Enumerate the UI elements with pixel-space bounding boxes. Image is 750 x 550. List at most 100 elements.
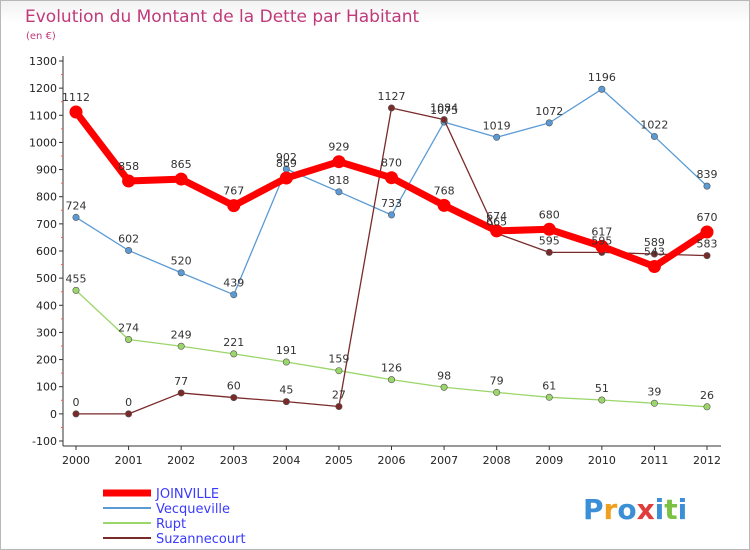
data-label-vecqueville: 724 [66,199,87,212]
data-point-rupt [598,396,606,404]
y-tick-label: 300 [36,326,57,339]
series-layer [69,85,714,418]
data-point-rupt [703,403,711,411]
x-tick-label: 2003 [220,454,248,467]
data-point-joinville [122,174,136,188]
data-point-vecqueville [650,132,658,140]
data-point-rupt [545,393,553,401]
data-label-suzannecourt: 77 [174,375,188,388]
data-point-rupt [72,286,80,294]
data-point-joinville [227,199,241,213]
data-point-suzannecourt [545,248,553,256]
data-point-vecqueville [72,213,80,221]
data-point-vecqueville [493,133,501,141]
logo-letter: i [655,493,665,526]
data-point-suzannecourt [703,252,711,260]
data-label-vecqueville: 902 [276,151,297,164]
data-label-suzannecourt: 595 [539,234,560,247]
data-point-suzannecourt [387,104,395,112]
data-label-suzannecourt: 1084 [430,102,458,115]
data-point-joinville [69,105,83,119]
x-tick-label: 2004 [272,454,300,467]
data-label-rupt: 61 [542,379,556,392]
x-tick-label: 2009 [535,454,563,467]
data-point-suzannecourt [72,410,80,418]
data-label-vecqueville: 439 [223,277,244,290]
data-label-joinville: 680 [539,208,560,221]
data-label-joinville: 870 [381,157,402,170]
data-point-vecqueville [545,119,553,127]
logo-letter: t [664,493,677,526]
data-point-vecqueville [177,269,185,277]
data-point-joinville [437,198,451,212]
data-label-rupt: 455 [66,272,87,285]
data-label-vecqueville: 733 [381,197,402,210]
data-point-rupt [493,388,501,396]
x-tick-label: 2012 [693,454,721,467]
logo-letter: i [678,493,688,526]
data-label-suzannecourt: 60 [227,380,241,393]
y-tick-label: 900 [36,164,57,177]
data-label-suzannecourt: 27 [332,389,346,402]
legend-label-joinville: JOINVILLE [155,487,219,502]
data-point-rupt [387,376,395,384]
data-label-joinville: 929 [328,141,349,154]
x-tick-label: 2008 [483,454,511,467]
data-label-vecqueville: 1072 [535,105,563,118]
data-point-vecqueville [703,182,711,190]
data-point-suzannecourt [177,389,185,397]
y-tick-label: 0 [50,408,57,421]
data-label-joinville: 869 [276,157,297,170]
data-label-joinville: 858 [118,160,139,173]
data-label-joinville: 670 [697,211,718,224]
data-point-suzannecourt [335,403,343,411]
data-point-rupt [125,335,133,343]
data-point-suzannecourt [125,410,133,418]
data-label-rupt: 26 [700,389,714,402]
y-tick-label: 400 [36,299,57,312]
logo-letter: P [583,493,604,526]
data-point-joinville [595,239,609,253]
x-tick-label: 2007 [430,454,458,467]
data-label-suzannecourt: 583 [697,238,718,251]
x-tick-label: 2005 [325,454,353,467]
data-label-vecqueville: 1022 [640,118,668,131]
logo-letter: x [637,493,655,526]
data-point-joinville [700,225,714,239]
data-labels: 724 602 520 439 902 818 733 1075 1019 1072 1196 102… [62,71,718,409]
data-label-joinville: 865 [171,158,192,171]
data-point-joinville [174,172,188,186]
data-point-rupt [440,383,448,391]
data-label-vecqueville: 1075 [430,104,458,117]
x-tick-label: 2011 [640,454,668,467]
data-point-rupt [177,342,185,350]
chart-title: Evolution du Montant de la Dette par Hab… [25,7,420,27]
x-tick-label: 2002 [167,454,195,467]
data-point-joinville [385,171,398,185]
data-point-joinville [490,224,504,238]
data-label-suzannecourt: 0 [73,396,80,409]
data-label-rupt: 98 [437,369,451,382]
series-line-rupt [75,289,708,408]
y-tick-label: 1000 [29,136,57,149]
data-point-vecqueville [598,85,606,93]
data-label-vecqueville: 520 [171,255,192,268]
logo-letter: o [617,493,636,526]
data-point-vecqueville [125,246,133,254]
data-label-joinville: 617 [591,225,612,238]
data-label-suzannecourt: 0 [125,396,132,409]
data-point-suzannecourt [440,116,448,124]
series-line-joinville [72,108,711,270]
data-point-rupt [650,399,658,407]
data-label-vecqueville: 839 [697,168,718,181]
data-label-vecqueville: 1196 [588,71,616,84]
y-tick-label: 100 [36,381,57,394]
y-tick-label: 1100 [29,109,57,122]
data-label-rupt: 221 [223,336,244,349]
proxiti-logo: Proxiti [583,493,687,526]
y-tick-label: 600 [36,245,57,258]
data-label-joinville: 768 [434,184,455,197]
x-tick-label: 2001 [115,454,143,467]
